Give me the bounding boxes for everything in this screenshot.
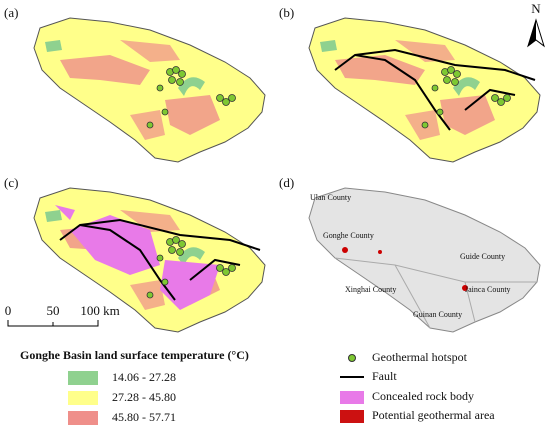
legend-swatch: [68, 411, 98, 425]
scale-label: 50: [47, 303, 60, 318]
scale-label: 100 km: [80, 303, 119, 318]
panel-label: (d): [279, 175, 294, 190]
county-label: Xinghai County: [345, 285, 396, 294]
panel-c: (c): [4, 175, 265, 332]
legend-title: Gonghe Basin land surface temperature (°…: [20, 348, 249, 362]
legend-label: Concealed rock body: [372, 389, 474, 403]
county-label: Ulan County: [310, 193, 351, 202]
legend-temperature: Gonghe Basin land surface temperature (°…: [20, 348, 249, 425]
legend-features: Geothermal hotspot Fault Concealed rock …: [340, 350, 495, 423]
county-label: Jainca County: [465, 285, 511, 294]
county-label: Guinan County: [413, 310, 462, 319]
legend-label: Geothermal hotspot: [372, 350, 468, 364]
scale-label: 0: [5, 303, 12, 318]
legend-label: 14.06 - 27.28: [112, 370, 176, 384]
legend-swatch: [348, 354, 356, 362]
county-label: Gonghe County: [323, 231, 374, 240]
legend-swatch: [340, 391, 364, 404]
legend-label: Fault: [372, 369, 397, 383]
legend-label: 45.80 - 57.71: [112, 410, 176, 424]
panel-label: (b): [279, 5, 294, 20]
panel-label: (a): [4, 5, 18, 20]
county-label: Guide County: [460, 252, 505, 261]
legend-label: Potential geothermal area: [372, 408, 495, 422]
north-label: N: [531, 1, 541, 16]
scale-bar: 0 50 100 km: [5, 303, 120, 327]
legend-swatch: [68, 371, 98, 385]
legend-swatch: [340, 410, 364, 423]
panel-label: (c): [4, 175, 18, 190]
legend-swatch: [68, 391, 98, 405]
north-arrow: N: [527, 1, 545, 48]
panel-d: (d) Ulan County Gonghe County Guide Coun…: [279, 175, 541, 333]
legend-label: 27.28 - 45.80: [112, 390, 176, 404]
panel-a: (a): [4, 5, 265, 162]
panel-b: (b): [279, 5, 540, 162]
